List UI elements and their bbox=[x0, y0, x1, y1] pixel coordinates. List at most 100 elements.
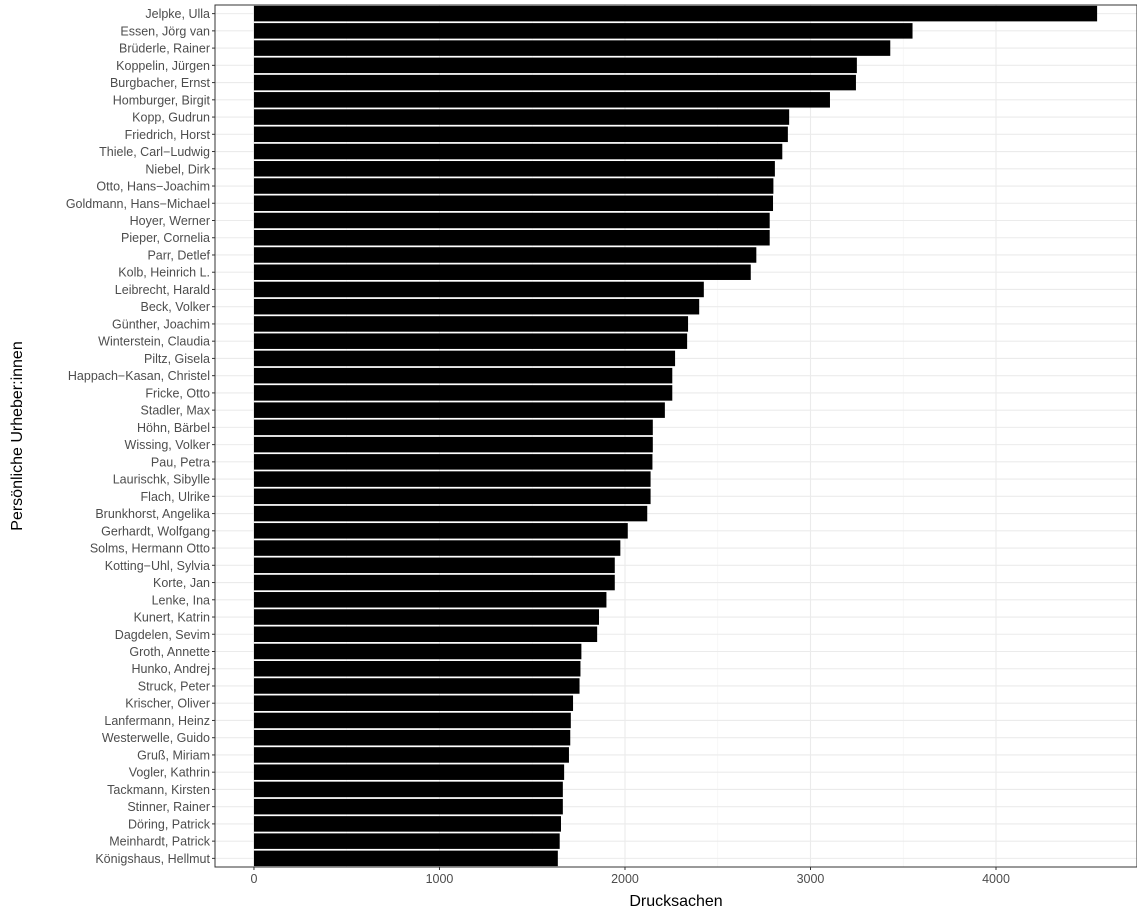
bar bbox=[253, 126, 788, 143]
y-tick-label: Solms, Hermann Otto bbox=[90, 542, 210, 556]
bar bbox=[253, 350, 676, 367]
y-tick-label: Westerwelle, Guido bbox=[102, 731, 210, 745]
bar bbox=[253, 454, 653, 470]
bar bbox=[253, 488, 651, 505]
y-tick-label: Krischer, Oliver bbox=[125, 697, 210, 711]
bar bbox=[253, 833, 560, 849]
y-tick-label: Brunkhorst, Angelika bbox=[95, 507, 210, 521]
bar bbox=[253, 505, 648, 522]
bar bbox=[253, 57, 857, 74]
x-tick-label: 0 bbox=[250, 872, 257, 886]
y-tick-label: Kopp, Gudrun bbox=[132, 111, 210, 125]
bar bbox=[253, 143, 783, 160]
bar bbox=[253, 419, 653, 436]
y-tick-label: Stadler, Max bbox=[141, 404, 211, 418]
y-tick-label: Jelpke, Ulla bbox=[145, 7, 210, 21]
y-tick-label: Goldmann, Hans−Michael bbox=[66, 197, 210, 211]
y-tick-label: Niebel, Dirk bbox=[145, 162, 210, 176]
bar bbox=[253, 40, 891, 56]
bar bbox=[253, 385, 673, 401]
y-tick-label: Beck, Volker bbox=[141, 300, 210, 314]
y-tick-label: Gruß, Miriam bbox=[137, 748, 210, 762]
y-tick-label: Kotting−Uhl, Sylvia bbox=[105, 559, 210, 573]
bar bbox=[253, 333, 688, 349]
y-tick-label: Lanfermann, Heinz bbox=[104, 714, 210, 728]
bar bbox=[253, 626, 598, 643]
bar bbox=[253, 436, 653, 453]
bar bbox=[253, 712, 571, 729]
bar bbox=[253, 523, 628, 539]
y-tick-label: Höhn, Bärbel bbox=[137, 421, 210, 435]
bar bbox=[253, 660, 581, 677]
bar bbox=[253, 729, 571, 746]
y-tick-label: Parr, Detlef bbox=[147, 248, 210, 262]
y-tick-label: Koppelin, Jürgen bbox=[116, 59, 210, 73]
bar bbox=[253, 574, 615, 591]
bar bbox=[253, 92, 830, 108]
x-tick-label: 1000 bbox=[426, 872, 454, 886]
y-tick-label: Lenke, Ina bbox=[152, 593, 210, 607]
bar bbox=[253, 5, 1098, 22]
bar bbox=[253, 195, 774, 212]
y-tick-label: Otto, Hans−Joachim bbox=[96, 180, 210, 194]
x-tick-label: 3000 bbox=[797, 872, 825, 886]
bar bbox=[253, 229, 770, 246]
bar bbox=[253, 109, 790, 125]
y-tick-label: Laurischk, Sibylle bbox=[113, 473, 210, 487]
y-tick-label: Hunko, Andrej bbox=[131, 662, 210, 676]
x-tick-label: 4000 bbox=[982, 872, 1010, 886]
y-tick-label: Struck, Peter bbox=[138, 679, 210, 693]
y-tick-label: Hoyer, Werner bbox=[130, 214, 210, 228]
bar bbox=[253, 592, 607, 608]
y-tick-label: Tackmann, Kirsten bbox=[107, 783, 210, 797]
bar bbox=[253, 678, 580, 694]
y-tick-label: Pau, Petra bbox=[151, 455, 210, 469]
y-tick-label: Vogler, Kathrin bbox=[129, 766, 210, 780]
bar bbox=[253, 816, 561, 832]
bar bbox=[253, 281, 704, 298]
bar bbox=[253, 247, 757, 263]
y-tick-label: Homburger, Birgit bbox=[113, 93, 211, 107]
y-tick-label: Thiele, Carl−Ludwig bbox=[99, 145, 210, 159]
plot-border bbox=[214, 4, 1137, 868]
y-tick-label: Happach−Kasan, Christel bbox=[68, 369, 210, 383]
y-tick-label: Stinner, Rainer bbox=[127, 800, 210, 814]
y-tick-label: Korte, Jan bbox=[153, 576, 210, 590]
y-tick-label: Meinhardt, Patrick bbox=[109, 835, 210, 849]
y-tick-label: Fricke, Otto bbox=[145, 386, 210, 400]
bar bbox=[253, 23, 913, 39]
y-tick-label: Wissing, Volker bbox=[125, 438, 210, 452]
y-tick-label: Kunert, Katrin bbox=[134, 611, 210, 625]
bar bbox=[253, 161, 775, 177]
x-axis-title: Drucksachen bbox=[629, 893, 722, 910]
bar bbox=[253, 643, 582, 660]
bar bbox=[253, 367, 673, 384]
y-tick-label: Gerhardt, Wolfgang bbox=[101, 524, 210, 538]
bar bbox=[253, 74, 856, 91]
bar bbox=[253, 764, 565, 780]
bar bbox=[253, 695, 574, 711]
y-tick-label: Kolb, Heinrich L. bbox=[118, 266, 210, 280]
y-tick-label: Burgbacher, Ernst bbox=[110, 76, 211, 90]
bar bbox=[253, 609, 600, 625]
bar bbox=[253, 781, 563, 798]
y-tick-label: Flach, Ulrike bbox=[141, 490, 211, 504]
y-tick-label: Leibrecht, Harald bbox=[115, 283, 210, 297]
bar bbox=[253, 402, 665, 418]
y-axis: Jelpke, Ulla Essen, Jörg van Brüderle, Rai… bbox=[66, 7, 215, 866]
bar bbox=[253, 264, 751, 280]
x-axis: 0 1000 2000 3000 4000 bbox=[250, 867, 1010, 886]
y-tick-label: Günther, Joachim bbox=[112, 317, 210, 331]
bar bbox=[253, 798, 563, 815]
y-tick-label: Friedrich, Horst bbox=[125, 128, 211, 142]
bar bbox=[253, 298, 700, 315]
y-tick-label: Groth, Annette bbox=[129, 645, 210, 659]
bar bbox=[253, 557, 615, 574]
bar bbox=[253, 212, 770, 229]
bar bbox=[253, 178, 774, 194]
y-tick-label: Königshaus, Hellmut bbox=[95, 852, 210, 866]
y-tick-label: Essen, Jörg van bbox=[120, 24, 210, 38]
y-tick-label: Piltz, Gisela bbox=[144, 352, 210, 366]
y-tick-label: Döring, Patrick bbox=[128, 817, 211, 831]
y-tick-label: Brüderle, Rainer bbox=[119, 42, 210, 56]
